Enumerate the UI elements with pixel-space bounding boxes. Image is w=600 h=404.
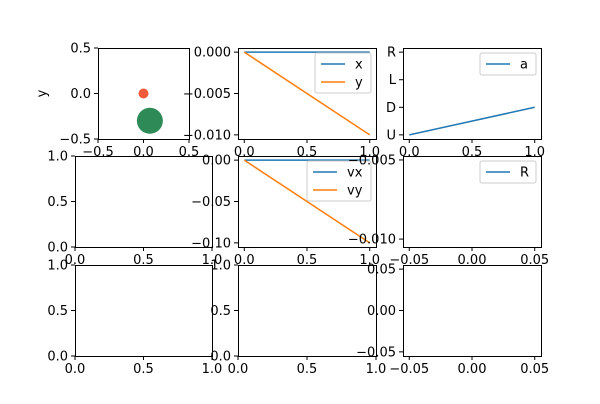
x-tick-label: −0.05: [389, 253, 429, 268]
subplot-8: 0.0 0.5 1.0 0.0 0.5 1.0: [210, 259, 386, 378]
plot-area: [75, 156, 212, 247]
x-tick-label: 0.0: [65, 253, 86, 268]
x-tick-label: 0.05: [520, 362, 549, 377]
x-tick-label: 0.5: [297, 253, 318, 268]
y-tick-label: 1.0: [47, 259, 68, 274]
subplot-1: −0.5 0.0 0.5−0.50.00.5y: [35, 42, 199, 161]
legend: R: [479, 160, 537, 184]
y-tick-label: 0.00: [367, 304, 396, 319]
x-tick-label: 0.0: [65, 362, 86, 377]
y-tick-label: −0.005: [183, 87, 231, 102]
y-tick-label: 0.5: [47, 195, 68, 210]
legend: vx vy: [306, 160, 372, 202]
x-tick-label: −0.05: [389, 362, 429, 377]
y-tick-label: −0.05: [356, 345, 396, 360]
plot-area: [238, 265, 376, 356]
series-line-vy: [243, 159, 371, 244]
legend: xy: [314, 52, 372, 94]
series-line-y: [243, 51, 371, 136]
legend-label: y: [355, 76, 363, 91]
y-tick-label: L: [389, 73, 397, 88]
y-tick-label: −0.010: [183, 128, 231, 143]
legend-label: x: [355, 58, 363, 73]
legend-label: vy: [347, 184, 363, 199]
x-tick-label: 1.0: [202, 253, 223, 268]
x-tick-label: 0.00: [458, 362, 487, 377]
y-tick-label: D: [386, 101, 396, 116]
plot-area: [75, 265, 212, 356]
x-tick-label: 0.5: [297, 362, 318, 377]
subplot-6: −0.05 0.00 0.05 −0.005 −0.010 R: [348, 153, 549, 268]
subplot-4: 0.0 0.5 1.0 0.0 0.5 1.0: [47, 150, 222, 269]
y-tick-label: −0.05: [191, 195, 231, 210]
y-tick-label: 0.5: [70, 42, 91, 57]
x-tick-label: 0.0: [234, 253, 255, 268]
y-tick-label: R: [387, 46, 396, 61]
series-line-a: [409, 106, 535, 136]
legend: a: [479, 52, 537, 76]
y-tick-label: 0.00: [202, 154, 231, 169]
subplot-7: 0.0 0.5 1.0 0.0 0.5 1.0: [47, 259, 222, 378]
legend-label: R: [520, 166, 529, 181]
y-tick-label: 0.5: [47, 304, 68, 319]
x-tick-label: 0.5: [133, 362, 154, 377]
legend-label: vx: [347, 166, 363, 181]
x-tick-label: 0.05: [520, 253, 549, 268]
y-tick-label: −0.010: [348, 233, 396, 248]
subplot-9: −0.05 0.00 0.05 0.05 0.00 −0.05: [356, 263, 549, 377]
x-tick-label: 1.0: [202, 362, 223, 377]
y-tick-label: U: [386, 128, 396, 143]
y-tick-label: 0.0: [70, 87, 91, 102]
y-tick-label: 0.0: [47, 350, 68, 365]
subplot-5: 0.0 0.5 1.0 0.00 −0.05 −0.10 vx vy: [191, 154, 380, 268]
legend-frame: [306, 160, 372, 202]
plot-area: [403, 265, 541, 356]
legend-label: a: [520, 58, 528, 73]
y-tick-label: 0.0: [47, 241, 68, 256]
y-axis-label: y: [35, 89, 50, 97]
x-tick-label: 1.0: [366, 362, 387, 377]
x-tick-label: 0.5: [133, 253, 154, 268]
x-tick-label: 1.0: [359, 253, 380, 268]
y-tick-label: 0.0: [210, 350, 231, 365]
legend-frame: [314, 52, 372, 94]
x-tick-label: 0.0: [228, 362, 249, 377]
y-tick-label: 0.05: [367, 263, 396, 278]
scatter-point-2: [136, 107, 163, 134]
scatter-point-1: [138, 88, 149, 99]
y-tick-label: −0.005: [348, 153, 396, 168]
y-tick-label: 1.0: [47, 150, 68, 165]
y-tick-label: −0.10: [191, 236, 231, 251]
y-tick-label: −0.5: [59, 133, 91, 148]
y-tick-label: 0.5: [210, 304, 231, 319]
y-tick-label: 1.0: [210, 259, 231, 274]
x-tick-label: 0.00: [458, 253, 487, 268]
y-tick-label: 0.000: [194, 46, 231, 61]
